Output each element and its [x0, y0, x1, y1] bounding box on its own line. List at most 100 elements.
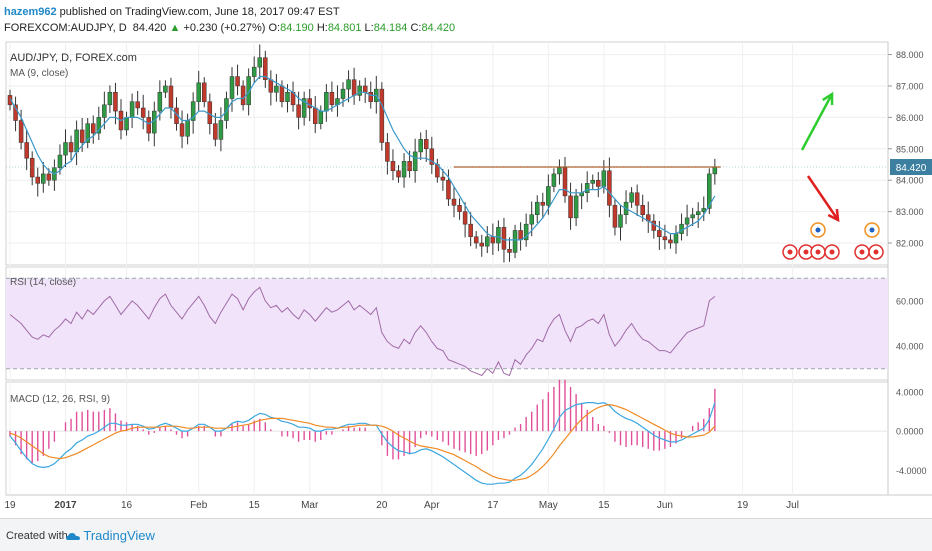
- candle-body-41: [235, 76, 240, 87]
- chart-canvas[interactable]: 84.420 88.000 87.000 86.000 85.000 84.000 83.…: [0, 40, 932, 518]
- candle-body-25: [146, 117, 151, 134]
- candle-body-53: [301, 98, 307, 118]
- macd-legend: MACD (12, 26, RSI, 9): [10, 394, 110, 405]
- candle-body-114: [640, 205, 645, 215]
- candle-body-2: [18, 120, 24, 143]
- candle-body-122: [684, 217, 690, 225]
- pane-frame-2: [5, 381, 889, 496]
- candle-body-127: [712, 166, 718, 175]
- candle-body-55: [313, 107, 318, 124]
- time-tick-label-8: 17: [487, 500, 499, 511]
- publish-line: hazem962 published on TradingView.com, J…: [4, 6, 340, 18]
- candle-body-65: [368, 92, 373, 102]
- time-tick-label-13: Jul: [786, 500, 799, 511]
- macd-line: [9, 401, 716, 485]
- macd-signal-line: [9, 403, 716, 481]
- candle-body-89: [501, 227, 507, 250]
- bullish-arrow-shaft: [800, 93, 834, 151]
- candle-body-125: [701, 208, 706, 212]
- candle-body-48: [274, 85, 279, 93]
- candle-body-86: [485, 236, 490, 247]
- candle-body-27: [157, 92, 163, 112]
- open-value: 84.190: [280, 22, 314, 34]
- close-value: 84.420: [421, 22, 456, 34]
- bearish-arrow-shaft: [806, 175, 840, 221]
- candle-body-4: [29, 157, 35, 178]
- rsi-band: [6, 278, 888, 369]
- time-tick-label-2: 16: [121, 500, 133, 511]
- candle-body-95: [535, 201, 540, 215]
- candle-body-91: [512, 230, 518, 253]
- time-tick-label-12: 19: [737, 500, 749, 511]
- candle-body-50: [285, 92, 290, 102]
- time-tick-label-0: 19: [4, 500, 16, 511]
- candle-body-98: [551, 173, 557, 187]
- candle-body-33: [190, 101, 196, 121]
- candle-body-84: [473, 236, 479, 244]
- candle-body-117: [657, 230, 662, 237]
- candle-body-1: [13, 104, 18, 121]
- candle-body-124: [695, 211, 701, 215]
- candle-body-47: [268, 79, 274, 93]
- bearish-arrow-head: [827, 208, 840, 223]
- candle-body-68: [385, 142, 390, 162]
- candle-body-70: [396, 170, 401, 178]
- candle-body-16: [96, 117, 102, 134]
- candle-body-14: [85, 123, 90, 143]
- candle-body-23: [135, 101, 140, 109]
- event-icon-dot-3: [829, 249, 835, 255]
- candle-body-7: [46, 173, 52, 181]
- candle-body-52: [296, 104, 301, 118]
- candle-body-32: [185, 120, 190, 137]
- candle-body-42: [240, 85, 246, 106]
- price-tick-label-4: 84.000: [896, 176, 924, 186]
- candle-body-40: [229, 76, 235, 99]
- candle-body-46: [263, 57, 268, 80]
- candle-body-69: [390, 161, 396, 172]
- candle-body-96: [540, 201, 546, 206]
- candle-body-9: [57, 154, 63, 168]
- candle-body-45: [257, 57, 262, 68]
- price-tick-label-5: 83.000: [896, 207, 924, 217]
- candle-body-118: [662, 236, 668, 241]
- chart-header: hazem962 published on TradingView.com, J…: [0, 0, 932, 40]
- candle-body-5: [35, 176, 40, 184]
- event-icon-dot-6: [815, 227, 821, 233]
- candle-body-60: [340, 88, 346, 99]
- low-value: 84.184: [373, 22, 408, 34]
- candle-body-108: [607, 170, 612, 206]
- candle-body-31: [179, 123, 185, 137]
- candle-body-100: [562, 167, 568, 197]
- candle-body-79: [446, 179, 451, 200]
- candle-body-67: [379, 88, 385, 143]
- candle-body-44: [251, 66, 257, 77]
- time-tick-label-3: Feb: [190, 500, 208, 511]
- candle-body-58: [329, 92, 335, 106]
- tradingview-logo[interactable]: TradingView: [66, 528, 155, 543]
- price-tick-label-6: 82.000: [896, 239, 924, 249]
- candle-body-10: [63, 142, 68, 156]
- symbol-label: FOREXCOM:AUDJPY, D: [4, 22, 127, 34]
- author-link[interactable]: hazem962: [4, 6, 57, 18]
- macd-tick-label-1: 0.0000: [896, 427, 924, 437]
- candle-body-85: [479, 242, 484, 247]
- candle-body-94: [529, 214, 534, 225]
- candle-body-19: [113, 92, 118, 112]
- candle-body-26: [152, 110, 157, 134]
- time-tick-label-10: 15: [598, 500, 610, 511]
- candle-body-62: [351, 79, 357, 96]
- time-tick-label-6: 20: [376, 500, 388, 511]
- candle-body-119: [668, 239, 673, 244]
- candle-body-15: [91, 123, 96, 134]
- candle-body-76: [429, 148, 435, 165]
- rsi-legend: RSI (14, close): [10, 277, 76, 288]
- candle-body-38: [218, 120, 224, 140]
- event-icon-dot-0: [787, 249, 793, 255]
- candle-body-24: [140, 107, 146, 118]
- candle-body-61: [346, 79, 351, 90]
- candle-body-73: [412, 151, 418, 172]
- candle-body-81: [457, 205, 462, 212]
- candle-body-12: [74, 129, 79, 153]
- candle-body-120: [673, 233, 679, 244]
- candle-body-116: [651, 220, 657, 231]
